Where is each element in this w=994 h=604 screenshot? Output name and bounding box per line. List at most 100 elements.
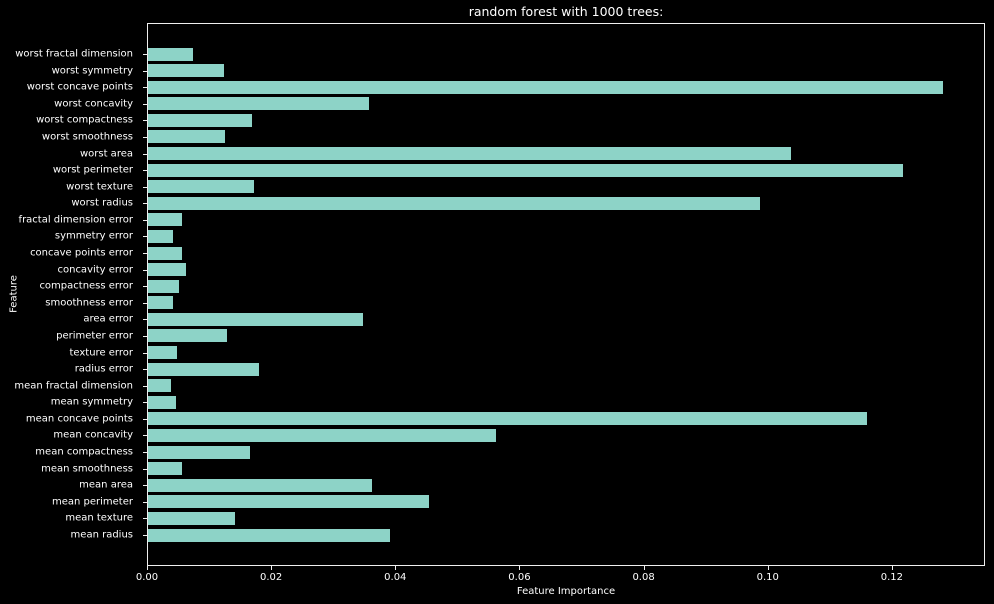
- y-tick-label: mean compactness: [35, 446, 133, 458]
- bar: [148, 97, 369, 111]
- y-tick-mark: [143, 518, 147, 520]
- y-tick-mark: [143, 70, 147, 72]
- x-tick-mark: [643, 566, 645, 570]
- bar: [148, 329, 228, 343]
- y-tick-label: mean radius: [70, 529, 133, 541]
- bar: [148, 246, 182, 260]
- bar: [148, 445, 251, 459]
- y-tick-mark: [143, 418, 147, 420]
- y-tick-mark: [143, 103, 147, 105]
- bar: [148, 213, 182, 227]
- y-tick-label: fractal dimension error: [18, 214, 133, 226]
- y-tick-mark: [143, 319, 147, 321]
- y-tick-label: worst smoothness: [41, 131, 133, 143]
- x-tick-label: 0.12: [880, 572, 904, 583]
- y-tick-label: mean concave points: [25, 413, 133, 425]
- bar: [148, 362, 259, 376]
- bar: [148, 296, 174, 310]
- x-tick-mark: [767, 566, 769, 570]
- y-tick-label: mean area: [79, 479, 133, 491]
- y-tick-label: smoothness error: [45, 297, 133, 309]
- bar: [148, 312, 364, 326]
- y-tick-mark: [143, 186, 147, 188]
- bar: [148, 180, 254, 194]
- plot-area: [147, 23, 985, 566]
- y-tick-mark: [143, 236, 147, 238]
- x-axis-label: Feature Importance: [516, 586, 616, 597]
- y-tick-mark: [143, 253, 147, 255]
- bar: [148, 113, 252, 127]
- bar: [148, 478, 372, 492]
- y-tick-label: worst radius: [71, 197, 133, 209]
- bar: [148, 279, 180, 293]
- y-tick-label: texture error: [69, 347, 133, 359]
- bar: [148, 379, 172, 393]
- x-tick-mark: [271, 566, 273, 570]
- y-tick-label: compactness error: [39, 280, 133, 292]
- bar: [148, 346, 177, 360]
- bar: [148, 163, 904, 177]
- y-tick-label: radius error: [74, 363, 133, 375]
- y-tick-mark: [143, 535, 147, 536]
- y-tick-mark: [143, 120, 147, 122]
- x-tick-mark: [395, 566, 397, 570]
- y-tick-mark: [143, 153, 147, 155]
- x-tick-label: 0.00: [135, 572, 159, 583]
- y-tick-label: worst texture: [66, 181, 133, 193]
- bar: [148, 64, 224, 78]
- chart-title: random forest with 1000 trees:: [468, 4, 664, 19]
- y-tick-label: mean symmetry: [50, 396, 133, 408]
- x-tick-label: 0.06: [508, 572, 531, 583]
- bar: [148, 462, 182, 476]
- y-tick-mark: [143, 203, 147, 205]
- y-axis-label: Feature: [8, 275, 20, 313]
- y-tick-mark: [143, 352, 147, 354]
- y-tick-mark: [143, 501, 147, 503]
- bar: [148, 495, 430, 509]
- bar: [148, 428, 496, 442]
- x-tick-label: 0.10: [756, 572, 779, 583]
- bar: [148, 47, 193, 61]
- y-tick-mark: [143, 335, 147, 337]
- x-tick-label: 0.04: [384, 572, 407, 583]
- y-tick-mark: [143, 402, 147, 404]
- y-tick-mark: [143, 468, 147, 470]
- y-tick-mark: [143, 452, 147, 454]
- y-tick-mark: [143, 136, 147, 138]
- y-tick-label: worst fractal dimension: [15, 48, 133, 60]
- y-tick-label: mean perimeter: [51, 496, 133, 508]
- x-tick-mark: [147, 566, 148, 570]
- y-tick-label: symmetry error: [54, 230, 133, 242]
- bar: [148, 511, 235, 525]
- y-tick-mark: [143, 269, 147, 271]
- x-tick-label: 0.02: [260, 572, 283, 583]
- y-tick-mark: [143, 54, 147, 55]
- bar: [148, 263, 187, 277]
- y-tick-label: concave points error: [30, 247, 133, 259]
- y-tick-mark: [143, 87, 147, 89]
- x-tick-label: 0.08: [632, 572, 655, 583]
- bar: [148, 412, 868, 426]
- y-tick-label: mean concavity: [53, 429, 133, 441]
- y-tick-label: perimeter error: [56, 330, 133, 342]
- x-tick-mark: [891, 566, 893, 570]
- bar: [148, 196, 761, 210]
- bar: [148, 130, 225, 144]
- y-tick-mark: [143, 435, 147, 437]
- y-tick-mark: [143, 170, 147, 172]
- y-tick-label: worst concave points: [26, 81, 133, 93]
- bar: [148, 147, 791, 161]
- y-tick-label: worst concavity: [54, 98, 133, 110]
- y-tick-mark: [143, 302, 147, 304]
- bar: [148, 528, 390, 542]
- bar: [148, 80, 943, 94]
- y-tick-label: area error: [83, 313, 133, 325]
- y-tick-mark: [143, 369, 147, 371]
- y-tick-label: mean texture: [65, 512, 133, 524]
- y-tick-label: worst area: [79, 148, 133, 160]
- y-tick-label: worst perimeter: [52, 164, 133, 176]
- bar: [148, 229, 174, 243]
- y-tick-label: mean smoothness: [41, 463, 133, 475]
- y-tick-mark: [143, 385, 147, 387]
